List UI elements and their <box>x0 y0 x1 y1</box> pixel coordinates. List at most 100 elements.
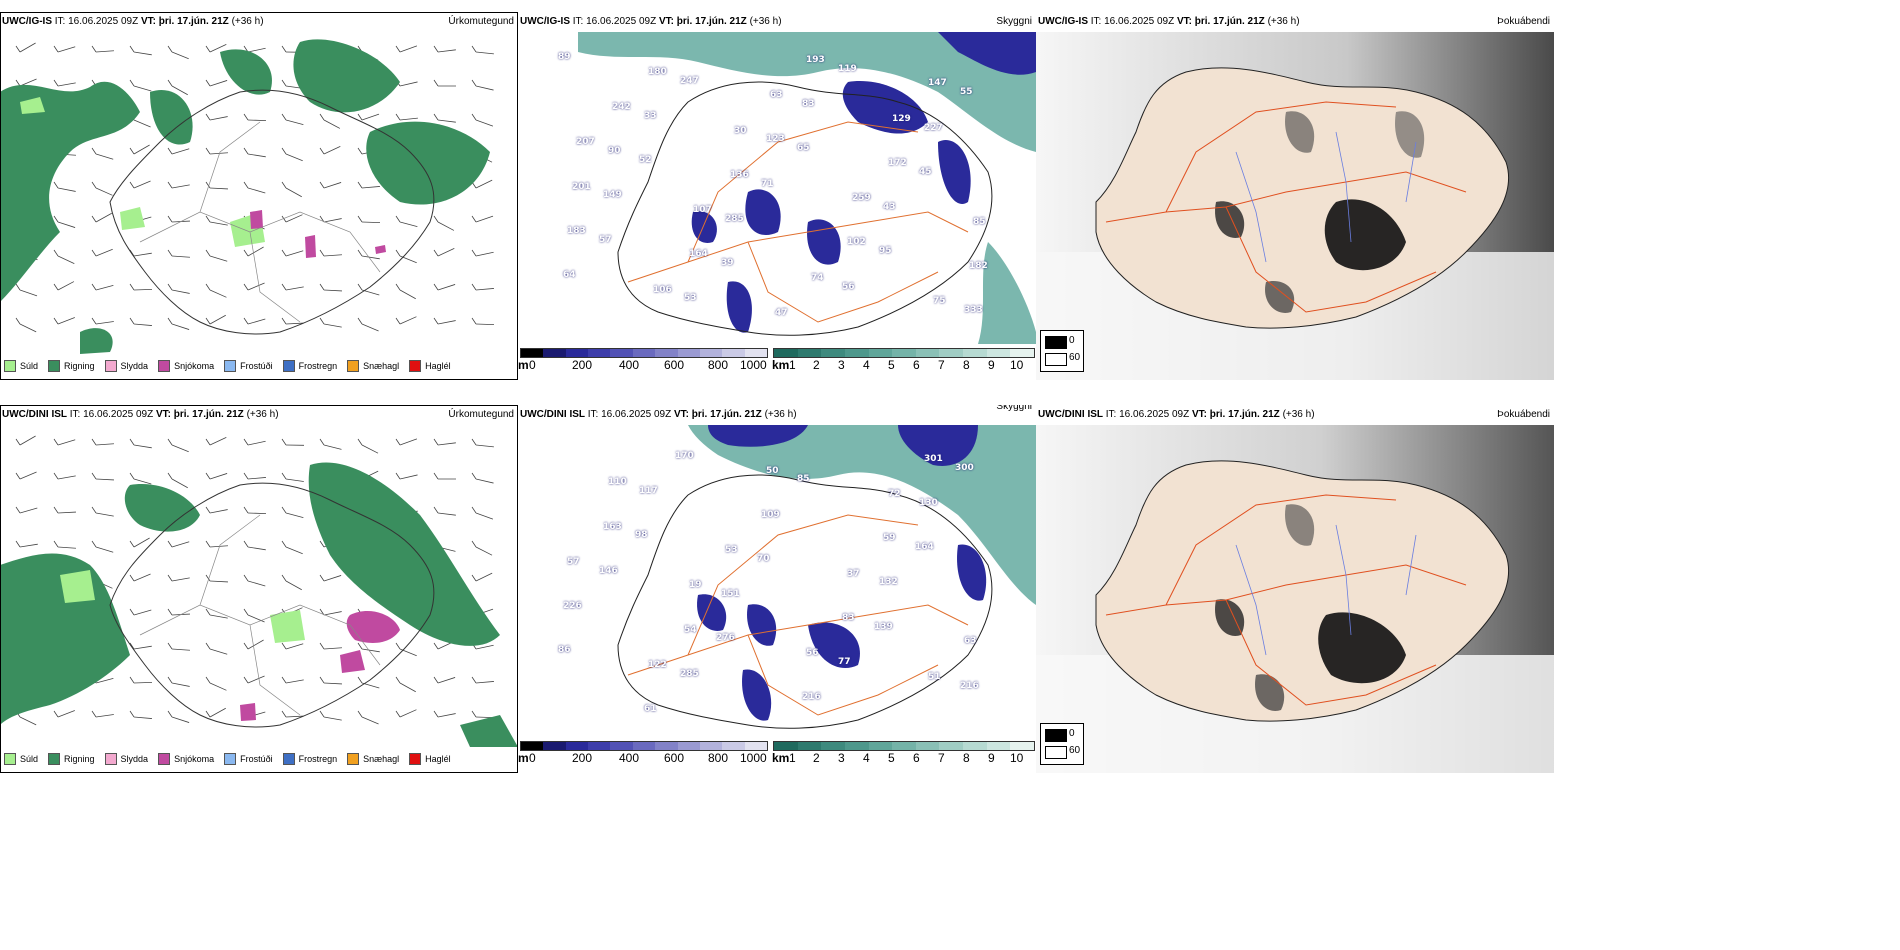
wind-barb <box>209 187 228 190</box>
wind-barb <box>437 284 456 291</box>
legend-label: Rigning <box>64 754 95 764</box>
wind-barb-tick <box>471 574 477 582</box>
wind-barb <box>247 614 265 623</box>
precip-map[interactable] <box>0 32 518 354</box>
colorbar-segment <box>963 349 987 357</box>
colorbar-segment <box>844 742 869 750</box>
wind-barb-tick <box>15 317 21 325</box>
colorbar-segment <box>632 349 656 357</box>
precip-area <box>60 570 95 603</box>
river-network <box>1235 131 1417 263</box>
precip-map[interactable] <box>0 425 518 747</box>
wind-barb-tick <box>129 710 135 718</box>
cloud-base-label: 19 <box>689 580 702 590</box>
lead-time: (+36 h) <box>764 409 797 420</box>
wind-barb-tick <box>205 249 211 257</box>
wind-barb <box>171 85 188 96</box>
wind-barb <box>209 255 228 262</box>
fog-dark-area <box>1215 201 1245 238</box>
wind-barb <box>171 289 190 294</box>
cloud-base-label: 226 <box>563 601 582 611</box>
road-network <box>139 121 381 323</box>
wind-barb-tick <box>15 472 21 480</box>
wind-barb-tick <box>243 317 249 325</box>
cloud-base-label: 37 <box>847 569 860 579</box>
wind-barb-tick <box>395 317 401 325</box>
precip-area <box>250 210 263 229</box>
wind-barb-tick <box>205 317 211 325</box>
cloud-base-label: 30 <box>734 126 747 136</box>
wind-barb <box>19 507 38 514</box>
cloud-base-area <box>697 594 727 631</box>
tick-label: 7 <box>938 358 945 372</box>
wind-barb <box>399 81 418 87</box>
wind-barb-tick <box>53 317 59 325</box>
wind-barb-tick <box>357 181 363 189</box>
wind-barb-tick <box>281 540 287 548</box>
precip-area <box>270 610 305 643</box>
wind-barb-tick <box>205 540 211 548</box>
init-time: 16.06.2025 09Z <box>586 16 657 27</box>
cloud-base-label: 56 <box>842 282 855 292</box>
wind-barb-tick <box>167 79 173 87</box>
wind-barbs <box>15 42 495 333</box>
wind-barb <box>133 609 152 616</box>
it-label: IT: <box>54 16 66 27</box>
wind-barb <box>57 710 75 718</box>
cloud-base-label: 130 <box>919 498 938 508</box>
wind-barb-tick <box>129 540 135 548</box>
wind-barb-tick <box>319 317 325 325</box>
wind-barb-tick <box>205 472 211 480</box>
wind-barb-tick <box>167 472 173 480</box>
fog-map[interactable] <box>1036 32 1554 380</box>
tick-label: 200 <box>572 358 593 372</box>
wind-barb <box>57 187 76 192</box>
wind-barb-tick <box>53 438 59 446</box>
wind-barb-tick <box>53 249 59 257</box>
cloud-base-label: 180 <box>648 67 667 77</box>
wind-barb <box>247 512 267 515</box>
tick-label: 0 <box>529 751 536 765</box>
wind-barb-tick <box>319 676 325 684</box>
cloud-base-label: 151 <box>721 589 740 599</box>
wind-barb <box>247 546 266 551</box>
fog-map[interactable] <box>1036 425 1554 773</box>
wind-barb <box>361 255 380 260</box>
tick-label: 6 <box>913 751 920 765</box>
wind-barb <box>437 248 455 257</box>
wind-barb <box>247 153 266 158</box>
panel-header: UWC/DINI ISL IT: 16.06.2025 09Z VT: þri.… <box>518 405 1036 425</box>
tick-label: 600 <box>664 358 685 372</box>
colorbar-segment <box>797 742 822 750</box>
iceland-outline <box>109 482 435 728</box>
cloud-base-label: 63 <box>770 90 783 100</box>
wind-barb <box>209 614 228 619</box>
wind-barb <box>475 512 494 520</box>
wind-barb <box>475 323 495 326</box>
cloud-base-label: 75 <box>933 296 946 306</box>
legend-item: Slydda <box>104 753 148 765</box>
tick-label: 3 <box>838 358 845 372</box>
cloud-base-label: 61 <box>644 704 657 714</box>
wind-barb-tick <box>395 249 401 257</box>
wind-barb-tick <box>281 472 287 480</box>
cloud-base-label: 55 <box>960 87 973 97</box>
wind-barb <box>209 221 228 226</box>
precip-area <box>293 39 400 113</box>
cloud-base-label: 52 <box>639 155 652 165</box>
wind-barb <box>475 179 493 189</box>
wind-barb-tick <box>205 79 211 87</box>
wind-barb-tick <box>167 45 173 53</box>
wind-barb <box>247 580 266 587</box>
wind-barb <box>57 46 76 53</box>
wind-barb-tick <box>319 181 325 189</box>
wind-barb-tick <box>243 540 249 548</box>
cloud-map[interactable]: 98 139 170 164 276 300 70 86 85 146 77 117 132 285 130… <box>518 425 1036 737</box>
cloud-base-label: 106 <box>653 285 672 295</box>
wind-barb-tick <box>91 283 97 291</box>
vt-label: VT: <box>155 409 171 420</box>
wind-barb-tick <box>433 283 439 291</box>
cloud-map[interactable]: 89 65 57 119 52 95 247 45 39 55 71 64 83 149 56 33 43 53 2… <box>518 32 1036 344</box>
precip-area <box>80 328 113 354</box>
wind-barb-tick <box>395 215 401 223</box>
